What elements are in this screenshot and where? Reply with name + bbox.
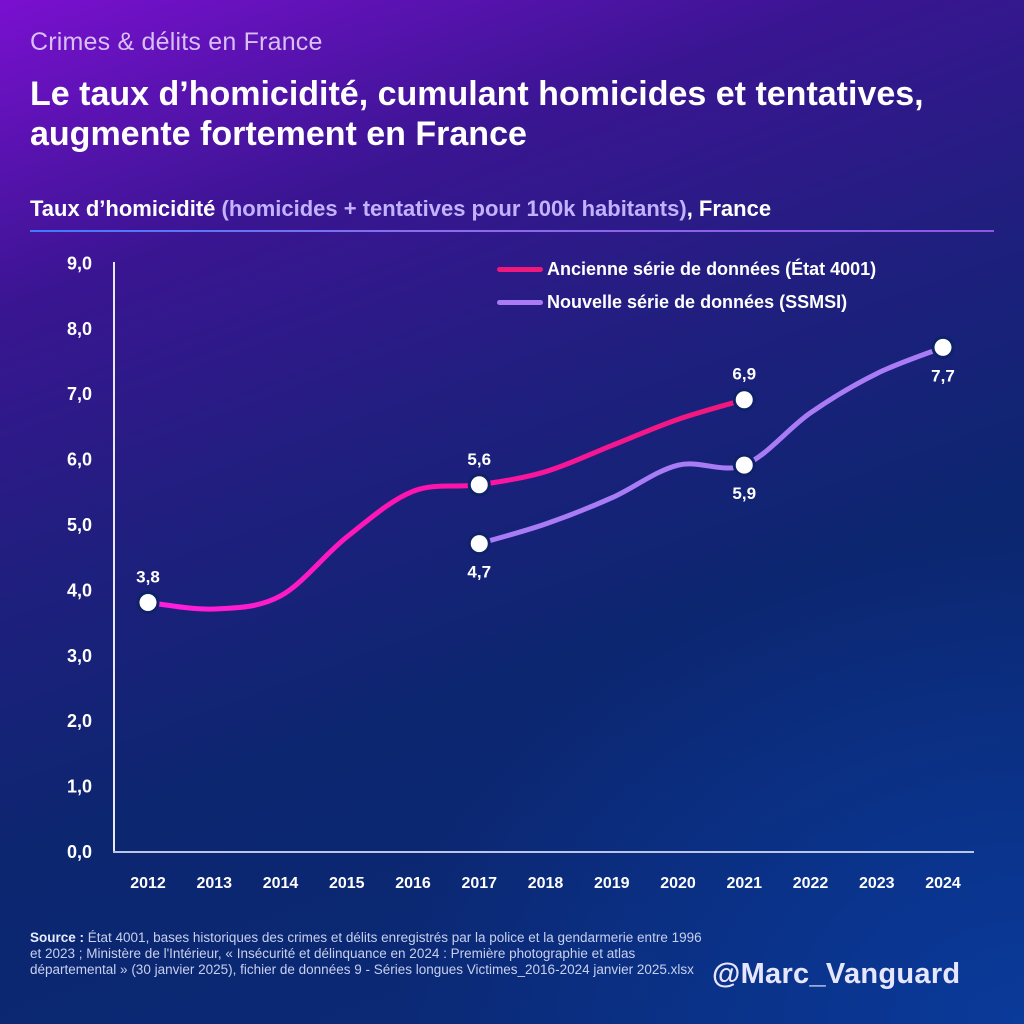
legend-item-new-series: Nouvelle série de données (SSMSI): [497, 286, 876, 319]
legend-item-old-series: Ancienne série de données (État 4001): [497, 253, 876, 286]
data-point-marker: [732, 453, 756, 477]
y-tick-label: 4,0: [67, 580, 92, 600]
x-tick-label: 2013: [196, 875, 232, 892]
x-tick-label: 2019: [594, 875, 630, 892]
data-markers: [136, 335, 955, 614]
series-old-line: [145, 397, 747, 612]
x-tick-label: 2015: [329, 875, 365, 892]
legend-swatch-new-series: [497, 300, 543, 305]
x-tick-label: 2012: [130, 875, 166, 892]
data-point-marker: [136, 590, 160, 614]
x-tick-label: 2020: [660, 875, 696, 892]
source-text: État 4001, bases historiques des crimes …: [30, 930, 702, 977]
chart-legend: Ancienne série de données (État 4001) No…: [497, 253, 876, 319]
x-tick-label: 2018: [528, 875, 564, 892]
data-value-label: 5,6: [467, 450, 491, 469]
x-tick-label: 2024: [925, 875, 961, 892]
author-handle: @Marc_Vanguard: [712, 958, 961, 990]
data-value-label: 3,8: [136, 567, 160, 586]
y-tick-label: 5,0: [67, 515, 92, 535]
headline: Le taux d’homicidité, cumulant homicides…: [30, 75, 924, 153]
y-tick-label: 2,0: [67, 711, 92, 731]
y-tick-label: 7,0: [67, 384, 92, 404]
x-tick-label: 2022: [793, 875, 829, 892]
data-point-marker: [467, 532, 491, 556]
subtitle-region: , France: [686, 196, 772, 221]
y-axis-ticks: 0,0 1,0 2,0 3,0 4,0 5,0 6,0 7,0 8,0 9,0: [67, 253, 92, 862]
x-tick-label: 2014: [263, 875, 299, 892]
kicker-title: Crimes & délits en France: [30, 28, 323, 56]
y-tick-label: 0,0: [67, 842, 92, 862]
chart-subtitle: Taux d’homicidité (homicides + tentative…: [30, 196, 771, 222]
chart-axes: [113, 262, 974, 853]
data-value-label: 5,9: [732, 484, 756, 503]
source-note: Source : État 4001, bases historiques de…: [30, 930, 710, 978]
y-tick-label: 8,0: [67, 319, 92, 339]
series-new-line: [476, 344, 946, 547]
legend-label-old-series: Ancienne série de données (État 4001): [547, 259, 877, 279]
data-labels: 3,8 5,6 4,7 6,9 5,9 7,7: [136, 365, 955, 587]
data-value-label: 4,7: [467, 563, 491, 582]
data-value-label: 6,9: [732, 365, 756, 384]
legend-swatch-old-series: [497, 267, 543, 272]
y-tick-label: 6,0: [67, 450, 92, 470]
x-axis-ticks: 2012 2013 2014 2015 2016 2017 2018 2019 2020 2021…: [130, 875, 961, 892]
subtitle-definition: (homicides + tentatives pour 100k habita…: [221, 196, 687, 221]
x-tick-label: 2021: [726, 875, 762, 892]
source-label: Source :: [30, 930, 88, 945]
data-point-marker: [732, 388, 756, 412]
data-point-marker: [931, 335, 955, 359]
y-tick-label: 3,0: [67, 646, 92, 666]
legend-label-new-series: Nouvelle série de données (SSMSI): [547, 292, 848, 312]
data-value-label: 7,7: [931, 366, 955, 385]
x-tick-label: 2016: [395, 875, 431, 892]
y-tick-label: 1,0: [67, 777, 92, 797]
x-tick-label: 2017: [461, 875, 497, 892]
subtitle-metric: Taux d’homicidité: [30, 196, 222, 221]
subtitle-divider: [30, 230, 994, 232]
y-tick-label: 9,0: [67, 253, 92, 273]
data-point-marker: [467, 473, 491, 497]
x-tick-label: 2023: [859, 875, 895, 892]
